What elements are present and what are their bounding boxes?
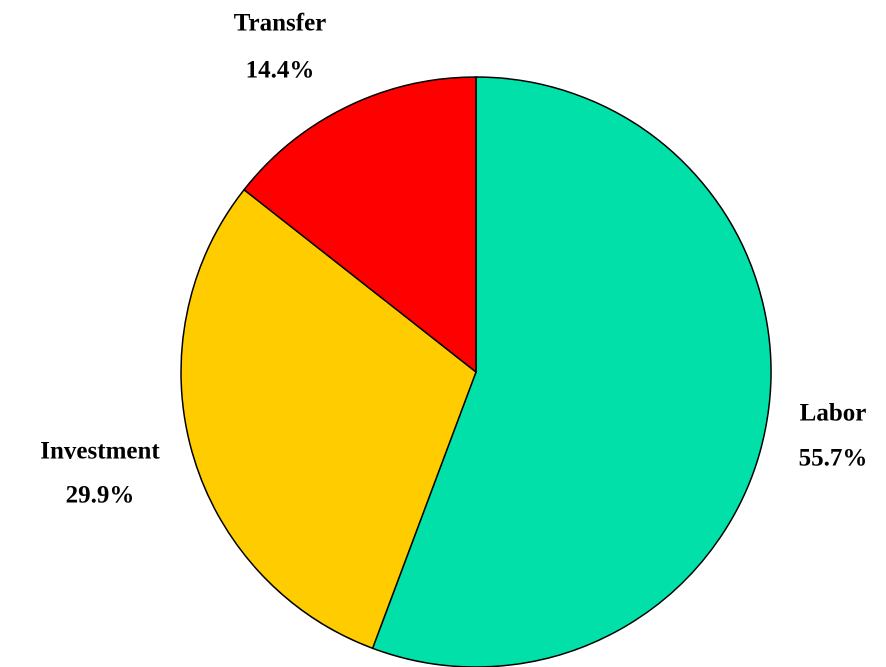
slice-value-label: 29.9% xyxy=(66,482,135,509)
pie-slice xyxy=(371,76,772,667)
slice-value-label: 55.7% xyxy=(799,445,868,472)
pie-slice xyxy=(242,76,477,374)
slice-label: Transfer xyxy=(234,10,327,37)
slice-label: Investment xyxy=(40,438,160,465)
slice-value-label: 14.4% xyxy=(246,57,315,84)
pie-slice xyxy=(180,188,477,650)
slice-label: Labor xyxy=(800,400,867,427)
